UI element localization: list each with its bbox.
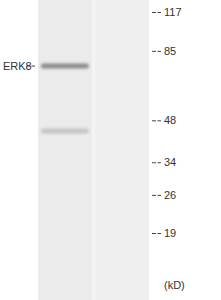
tick-mark (152, 233, 161, 234)
tick-label: 19 (164, 227, 176, 239)
tick-label: 34 (164, 156, 176, 168)
axis-title: (kD) (164, 279, 185, 291)
tick-label: 26 (164, 189, 176, 201)
membrane (38, 0, 149, 300)
band (41, 64, 89, 69)
tick: 26 (152, 189, 176, 201)
axis-line (151, 13, 152, 234)
marker-axis: 117 85 48 34 26 19 (152, 6, 182, 239)
tick-mark (152, 51, 161, 52)
tick-label: 117 (164, 6, 182, 18)
tick-label: 85 (164, 45, 176, 57)
tick-mark (152, 162, 161, 163)
tick-label: 48 (164, 114, 176, 126)
tick-mark (152, 12, 161, 13)
band (41, 128, 89, 133)
figure: 1178548342619(kD)ERK8 (0, 0, 221, 300)
tick: 85 (152, 45, 176, 57)
plot-area (38, 0, 149, 300)
tick: 34 (152, 156, 176, 168)
tick-mark (152, 120, 161, 121)
lane (95, 0, 149, 300)
band-label-dash (26, 66, 35, 67)
tick: 117 (152, 6, 182, 18)
tick-mark (152, 195, 161, 196)
tick: 19 (152, 227, 176, 239)
tick: 48 (152, 114, 176, 126)
lane (38, 0, 92, 300)
